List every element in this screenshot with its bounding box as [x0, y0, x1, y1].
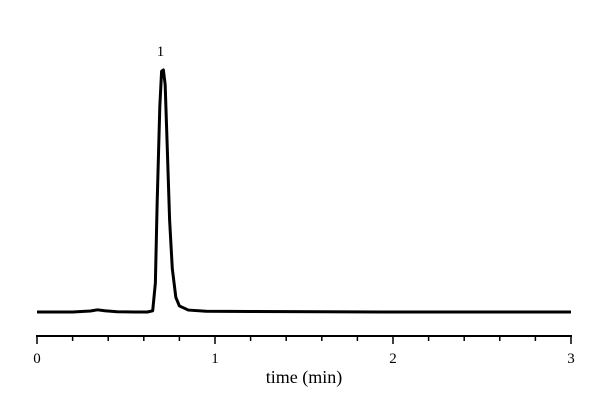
peak-label: 1: [157, 44, 165, 60]
chromatogram-trace: [37, 68, 571, 314]
x-tick-label: 3: [567, 351, 575, 367]
x-axis-title: time (min): [266, 367, 342, 388]
x-tick-label: 1: [211, 351, 219, 367]
x-tick-label: 2: [389, 351, 397, 367]
x-axis-tick-labels: 0 1 2 3: [33, 351, 575, 367]
peak-annotations: 1: [157, 44, 165, 60]
x-tick-label: 0: [33, 351, 41, 367]
x-axis-ticks: [36, 336, 572, 344]
